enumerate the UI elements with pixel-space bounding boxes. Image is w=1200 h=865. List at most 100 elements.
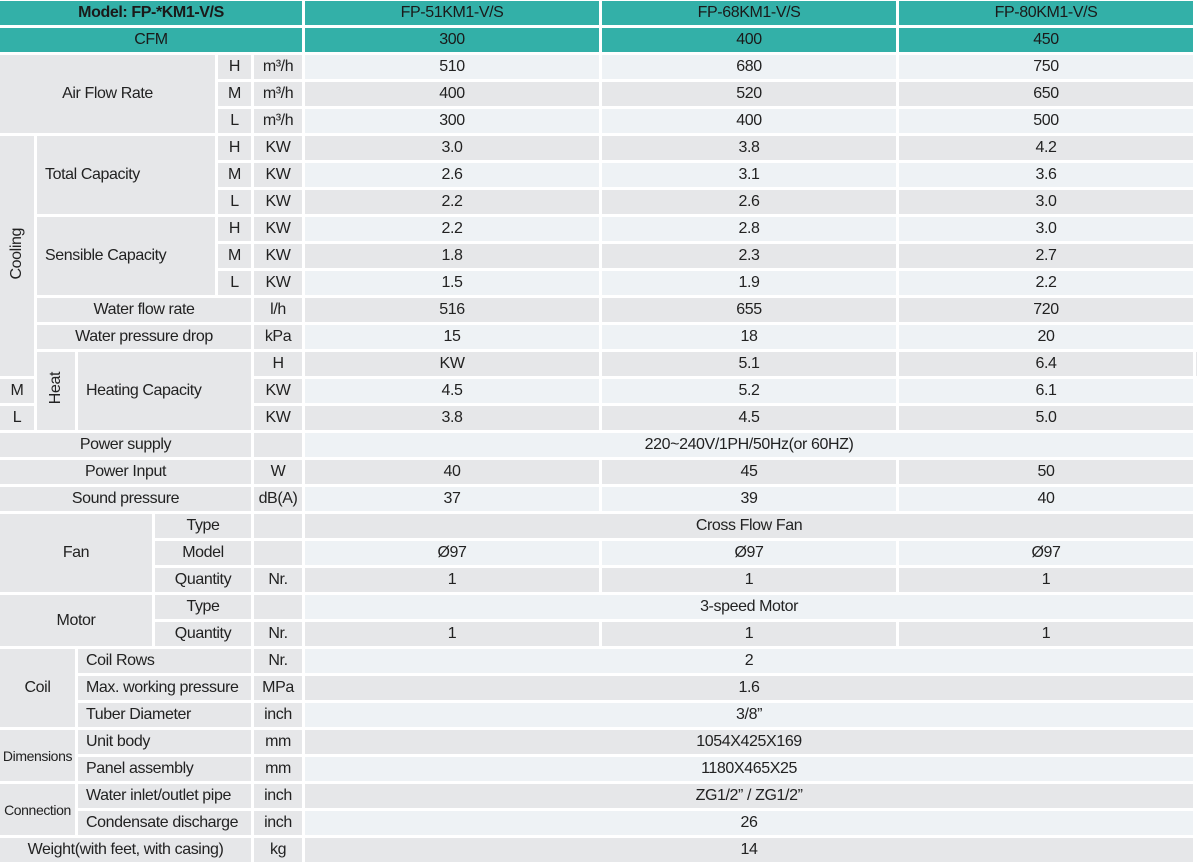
value-cell-merged: Cross Flow Fan bbox=[305, 514, 1194, 538]
power-input-label: Power Input bbox=[0, 460, 251, 484]
dimensions-item-label: Unit body bbox=[78, 730, 251, 754]
value-cell: 40 bbox=[305, 460, 600, 484]
table-row: Weight(with feet, with casing) kg 14 bbox=[0, 838, 1197, 862]
value-cell: 720 bbox=[899, 298, 1194, 322]
unit: Nr. bbox=[254, 649, 303, 673]
water-flow-label: Water flow rate bbox=[37, 298, 251, 322]
dimensions-item-label: Panel assembly bbox=[78, 757, 251, 781]
value-cell: 3.0 bbox=[899, 190, 1194, 214]
motor-quantity-label: Quantity bbox=[155, 622, 251, 646]
unit: Nr. bbox=[254, 568, 303, 592]
value-cell-merged: 1180X465X25 bbox=[305, 757, 1194, 781]
value-cell: 3.8 bbox=[305, 406, 600, 430]
unit: KW bbox=[254, 136, 303, 160]
speed-mode: L bbox=[218, 190, 251, 214]
model-name: FP-80KM1-V/S bbox=[899, 1, 1194, 25]
value-cell: 3.1 bbox=[602, 163, 897, 187]
table-row: CFM 300 400 450 bbox=[0, 28, 1197, 52]
unit: mm bbox=[254, 730, 303, 754]
value-cell: 1 bbox=[305, 568, 600, 592]
cooling-label: Cooling bbox=[0, 136, 34, 376]
value-cell-merged: 2 bbox=[305, 649, 1194, 673]
value-cell: 4.5 bbox=[305, 379, 600, 403]
table-row: L KW 1.5 1.9 2.2 bbox=[0, 271, 1197, 295]
value-cell: 650 bbox=[899, 82, 1194, 106]
motor-label: Motor bbox=[0, 595, 152, 646]
value-cell: 400 bbox=[602, 109, 897, 133]
value-cell: 1.9 bbox=[602, 271, 897, 295]
unit: KW bbox=[254, 244, 303, 268]
speed-mode: M bbox=[218, 82, 251, 106]
value-cell: 3.0 bbox=[899, 217, 1194, 241]
table-row: Water pressure drop kPa 15 18 20 bbox=[0, 325, 1197, 349]
sound-pressure-label: Sound pressure bbox=[0, 487, 251, 511]
speed-mode: H bbox=[254, 352, 303, 376]
table-row: Power Input W 40 45 50 bbox=[0, 460, 1197, 484]
model-name: FP-51KM1-V/S bbox=[305, 1, 600, 25]
table-row: Quantity Nr. 1 1 1 bbox=[0, 622, 1197, 646]
unit: Nr. bbox=[254, 622, 303, 646]
coil-label: Coil bbox=[0, 649, 75, 727]
table-row: L KW 3.8 4.5 5.0 bbox=[0, 406, 1197, 430]
table-row: Max. working pressure MPa 1.6 bbox=[0, 676, 1197, 700]
value-cell: 4.5 bbox=[602, 406, 897, 430]
value-cell: 1 bbox=[899, 568, 1194, 592]
value-cell: 5.0 bbox=[899, 406, 1194, 430]
unit: KW bbox=[254, 217, 303, 241]
table-row: Connection Water inlet/outlet pipe inch ZG1… bbox=[0, 784, 1197, 835]
table-row: Tuber Diameter inch 3/8” bbox=[0, 703, 1197, 727]
value-cell: 2.3 bbox=[602, 244, 897, 268]
unit: KW bbox=[254, 406, 303, 430]
cfm-value: 300 bbox=[305, 28, 600, 52]
value-cell: 300 bbox=[305, 109, 600, 133]
total-capacity-label: Total Capacity bbox=[37, 136, 215, 214]
unit: m³/h bbox=[254, 109, 303, 133]
value-cell: 20 bbox=[899, 325, 1194, 349]
coil-item-label: Coil Rows bbox=[78, 649, 251, 673]
value-cell: Ø97 bbox=[602, 541, 897, 565]
value-cell: 5.1 bbox=[602, 352, 897, 376]
value-cell: 6.1 bbox=[899, 379, 1194, 403]
table-row: M KW 1.8 2.3 2.7 bbox=[0, 244, 1197, 268]
value-cell-merged: ZG1/2” / ZG1/2” bbox=[305, 784, 1194, 808]
unit bbox=[254, 595, 303, 619]
value-cell: 3.6 bbox=[899, 163, 1194, 187]
fan-model-label: Model bbox=[155, 541, 251, 565]
value-cell: 7.0 bbox=[1196, 352, 1197, 376]
dimensions-label: Dimensions bbox=[0, 730, 75, 781]
pressure-drop-label: Water pressure drop bbox=[37, 325, 251, 349]
value-cell: 39 bbox=[602, 487, 897, 511]
table-row: Cooling Total Capacity H KW 3.0 3.8 4.2 bbox=[0, 136, 1197, 376]
value-cell: 2.2 bbox=[899, 271, 1194, 295]
power-supply-label: Power supply bbox=[0, 433, 251, 457]
coil-item-label: Max. working pressure bbox=[78, 676, 251, 700]
value-cell: 37 bbox=[305, 487, 600, 511]
cfm-label: CFM bbox=[0, 28, 303, 52]
unit: kPa bbox=[254, 325, 303, 349]
unit: KW bbox=[254, 163, 303, 187]
table-row: Power supply 220~240V/1PH/50Hz(or 60HZ) bbox=[0, 433, 1197, 457]
table-row: Water flow rate l/h 516 655 720 bbox=[0, 298, 1197, 322]
table-row: L KW 2.2 2.6 3.0 bbox=[0, 190, 1197, 214]
value-cell: 3.8 bbox=[602, 136, 897, 160]
value-cell: 1.5 bbox=[305, 271, 600, 295]
speed-mode: M bbox=[218, 163, 251, 187]
value-cell: Ø97 bbox=[305, 541, 600, 565]
value-cell-merged: 1.6 bbox=[305, 676, 1194, 700]
table-row: Model: FP-*KM1-V/S FP-51KM1-V/S FP-68KM1-V… bbox=[0, 1, 1197, 25]
unit: inch bbox=[254, 784, 303, 808]
value-cell: 400 bbox=[305, 82, 600, 106]
unit: m³/h bbox=[254, 55, 303, 79]
unit: MPa bbox=[254, 676, 303, 700]
value-cell: 3.0 bbox=[305, 136, 600, 160]
value-cell: 1 bbox=[899, 622, 1194, 646]
unit: l/h bbox=[254, 298, 303, 322]
table-row: Coil Coil Rows Nr. 2 bbox=[0, 649, 1197, 727]
table-row: Sensible Capacity H KW 2.2 2.8 3.0 bbox=[0, 217, 1197, 295]
value-cell-merged: 3-speed Motor bbox=[305, 595, 1194, 619]
table-row: Motor Type 3-speed Motor bbox=[0, 595, 1197, 646]
value-cell: 15 bbox=[305, 325, 600, 349]
value-cell: 2.2 bbox=[305, 217, 600, 241]
unit: dB(A) bbox=[254, 487, 303, 511]
